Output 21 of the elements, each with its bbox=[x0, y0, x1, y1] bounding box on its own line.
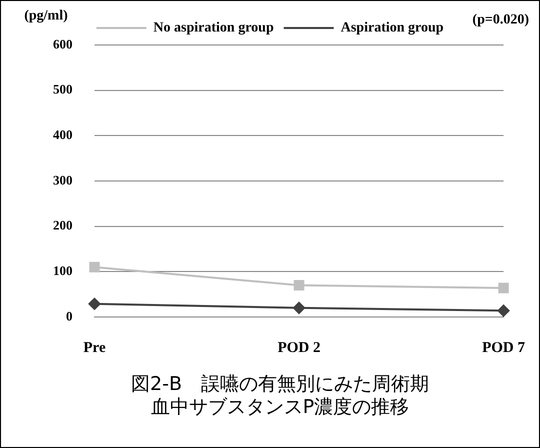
legend-label: Aspiration group bbox=[340, 20, 444, 36]
point bbox=[294, 280, 304, 291]
point bbox=[498, 304, 510, 317]
point bbox=[89, 262, 100, 272]
y-tick-label: 0 bbox=[66, 308, 72, 324]
x-tick-label: POD 2 bbox=[278, 340, 320, 356]
y-tick-label: 100 bbox=[53, 263, 72, 278]
text: 図2-B 誤嚥の有無別にみた周術期血中サブスタンスP濃度の推移 bbox=[130, 373, 430, 419]
y-tick-label: 500 bbox=[53, 82, 72, 97]
point bbox=[498, 282, 509, 294]
y-tick-label: 200 bbox=[53, 218, 72, 233]
point bbox=[293, 302, 306, 314]
x-tick-label: Pre bbox=[83, 340, 106, 356]
point bbox=[88, 298, 100, 310]
y-tick-label: 300 bbox=[53, 172, 72, 188]
y-tick-label: 400 bbox=[53, 127, 72, 142]
y-tick-label: 600 bbox=[53, 36, 72, 52]
x-tick-label: POD 7 bbox=[482, 340, 526, 356]
text: (p=0.020) bbox=[472, 12, 530, 28]
legend-label: No aspiration group bbox=[153, 20, 274, 36]
y-axis-title: (pg/ml) bbox=[24, 8, 68, 24]
